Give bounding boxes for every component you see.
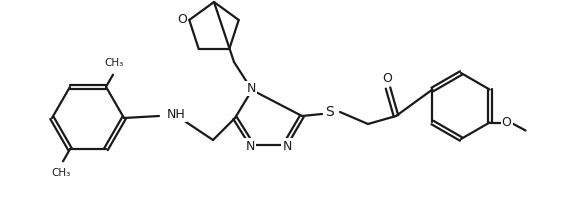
Text: N: N — [247, 82, 256, 95]
Text: O: O — [177, 14, 187, 26]
Text: O: O — [382, 73, 392, 85]
Text: CH₃: CH₃ — [105, 58, 124, 68]
Text: O: O — [502, 116, 512, 129]
Text: NH: NH — [167, 109, 186, 121]
Text: S: S — [325, 105, 335, 119]
Text: N: N — [282, 140, 292, 153]
Text: N: N — [245, 140, 254, 153]
Text: CH₃: CH₃ — [51, 168, 70, 178]
